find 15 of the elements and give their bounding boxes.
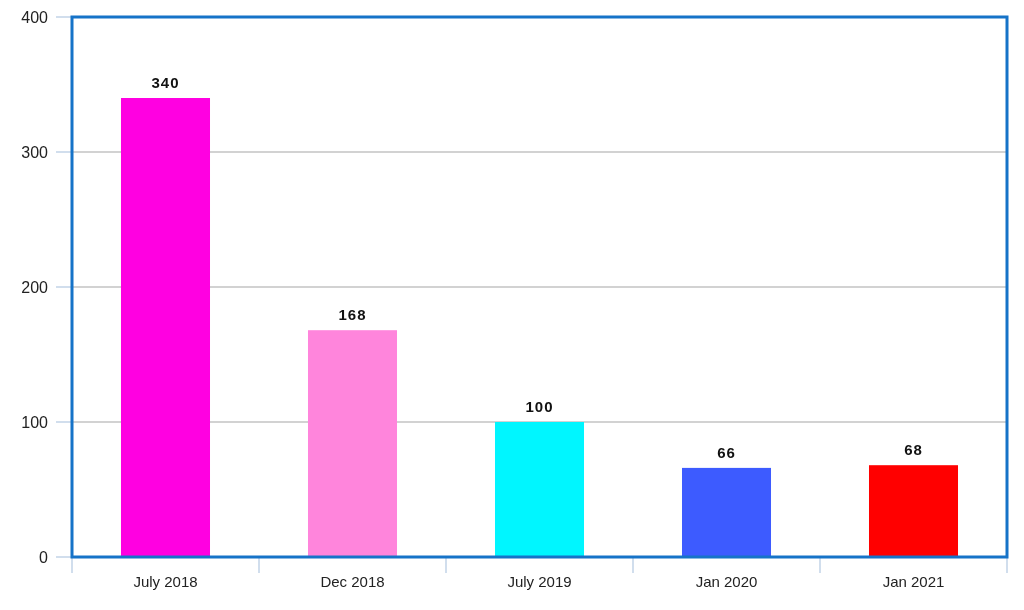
x-tick-label: Dec 2018	[320, 573, 385, 590]
data-label: 100	[525, 398, 554, 415]
x-tick-label: July 2019	[507, 573, 572, 590]
data-label: 168	[338, 306, 367, 324]
data-label: 66	[717, 443, 736, 461]
x-tick-label: Jan 2021	[882, 573, 945, 590]
y-tick-label: 200	[21, 278, 49, 296]
x-tick-label: Jan 2020	[695, 573, 758, 590]
data-label: 68	[904, 441, 923, 459]
y-tick-label: 400	[21, 8, 49, 26]
x-tick-label: July 2018	[133, 573, 198, 590]
data-label: 340	[151, 74, 180, 91]
y-tick-label: 300	[21, 143, 49, 161]
y-tick-label: 100	[21, 413, 49, 431]
y-tick-label: 0	[39, 548, 49, 566]
